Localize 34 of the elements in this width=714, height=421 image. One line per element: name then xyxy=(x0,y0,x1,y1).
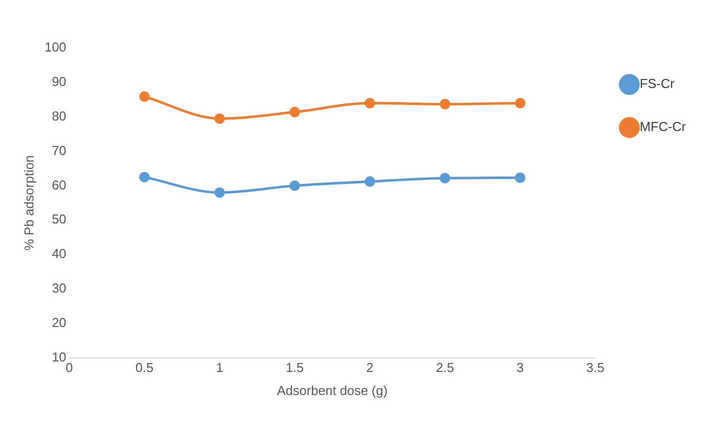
legend-label: MFC-Cr xyxy=(640,119,687,134)
x-axis-title: Adsorbent dose (g) xyxy=(277,382,388,398)
point xyxy=(214,187,225,198)
x-tick-label: 0.5 xyxy=(135,360,154,376)
y-tick-label: 30 xyxy=(52,280,66,296)
y-tick-label: 50 xyxy=(52,212,66,227)
y-tick-label: 100 xyxy=(44,40,66,55)
y-tick-label: 60 xyxy=(52,177,66,192)
y-tick-label: 80 xyxy=(52,108,66,124)
x-tick-label: 1 xyxy=(216,360,224,376)
point xyxy=(289,106,300,118)
point xyxy=(440,98,450,110)
point xyxy=(139,172,150,182)
y-tick-label: 90 xyxy=(52,74,66,89)
y-tick-label: 20 xyxy=(52,314,66,330)
point xyxy=(214,113,225,124)
point xyxy=(514,172,526,184)
x-tick-label: 0 xyxy=(66,360,73,376)
point xyxy=(139,91,150,102)
x-tick-label: 3 xyxy=(516,360,524,376)
x-tick-label: 2.5 xyxy=(436,360,454,376)
point xyxy=(364,98,376,108)
y-tick-label: 70 xyxy=(52,142,66,158)
y-tick-label: 40 xyxy=(52,246,66,262)
legend-label: FS-Cr xyxy=(640,76,676,92)
point xyxy=(289,180,300,191)
point xyxy=(440,172,450,184)
y-axis-title: % Pb adsorption xyxy=(21,155,36,251)
y-tick-label: 10 xyxy=(52,349,66,364)
point xyxy=(514,98,526,108)
x-tick-label: 1.5 xyxy=(286,360,304,376)
point xyxy=(364,176,376,187)
x-tick-label: 3.5 xyxy=(586,360,604,376)
x-tick-label: 2 xyxy=(366,360,374,376)
